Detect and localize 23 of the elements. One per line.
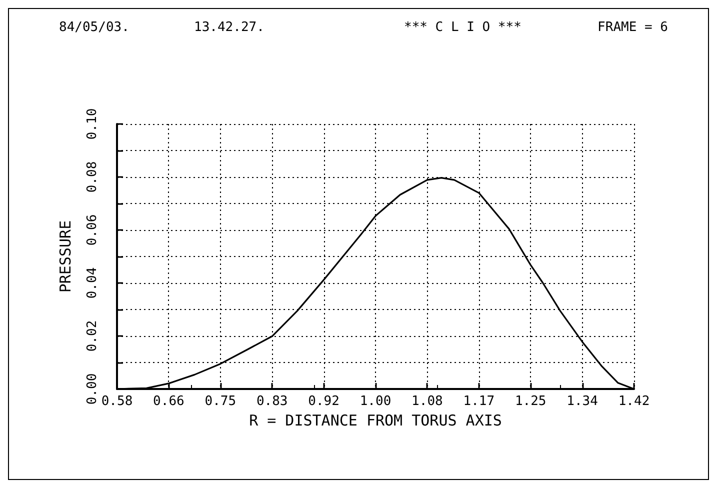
- x-tick-label: 0.75: [204, 394, 236, 409]
- x-tick-label: 1.42: [618, 394, 650, 409]
- x-tick-label: 1.34: [566, 394, 598, 409]
- y-tick-label: 0.02: [85, 320, 100, 352]
- y-tick-label: 0.00: [85, 373, 100, 405]
- text: FRAME = 6: [598, 20, 668, 35]
- y-tick-label: 0.10: [85, 108, 100, 140]
- y-axis-title: PRESSURE: [56, 220, 74, 293]
- x-tick-label: 0.83: [256, 394, 288, 409]
- x-tick-label: 0.58: [101, 394, 133, 409]
- text: *** C L I O ***: [404, 20, 522, 35]
- text: 84/05/03.: [59, 20, 130, 35]
- x-tick-label: 1.00: [360, 394, 392, 409]
- y-tick-label: 0.08: [85, 161, 100, 193]
- y-tick-label: 0.04: [85, 267, 100, 299]
- x-tick-label: 0.92: [308, 394, 340, 409]
- x-tick-label: 1.08: [412, 394, 443, 409]
- text: 13.42.27.: [194, 20, 264, 35]
- x-axis-title: R = DISTANCE FROM TORUS AXIS: [249, 411, 502, 430]
- x-tick-label: 1.17: [463, 394, 495, 409]
- x-tick-label: 1.25: [514, 394, 546, 409]
- y-tick-label: 0.06: [85, 214, 100, 246]
- x-tick-label: 0.66: [153, 394, 184, 409]
